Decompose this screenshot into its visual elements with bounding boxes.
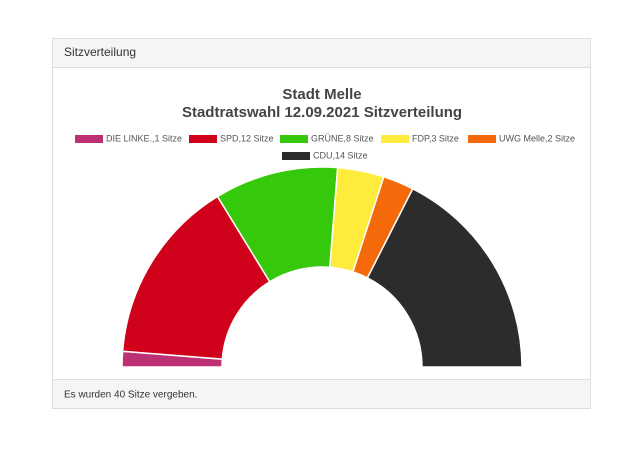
card-title: Sitzverteilung: [64, 45, 136, 59]
seat-segment: [366, 187, 523, 368]
card-header: [53, 39, 590, 67]
legend-label: UWG Melle,2 Sitze: [499, 133, 575, 143]
legend-swatch: [75, 135, 103, 143]
legend-swatch: [468, 135, 496, 143]
footer-text: Es wurden 40 Sitze vergeben.: [64, 390, 197, 401]
chart-title: Stadt Melle: [282, 86, 361, 103]
legend-label: CDU,14 Sitze: [313, 150, 368, 160]
card-footer: [53, 380, 590, 408]
legend-label: GRÜNE,8 Sitze: [311, 133, 374, 143]
legend-label: FDP,3 Sitze: [412, 133, 459, 143]
legend-swatch: [282, 152, 310, 160]
legend-swatch: [280, 135, 308, 143]
legend-swatch: [381, 135, 409, 143]
legend-label: DIE LINKE.,1 Sitze: [106, 133, 182, 143]
legend-swatch: [189, 135, 217, 143]
legend-label: SPD,12 Sitze: [220, 133, 274, 143]
chart-subtitle: Stadtratswahl 12.09.2021 Sitzverteilung: [182, 104, 462, 121]
